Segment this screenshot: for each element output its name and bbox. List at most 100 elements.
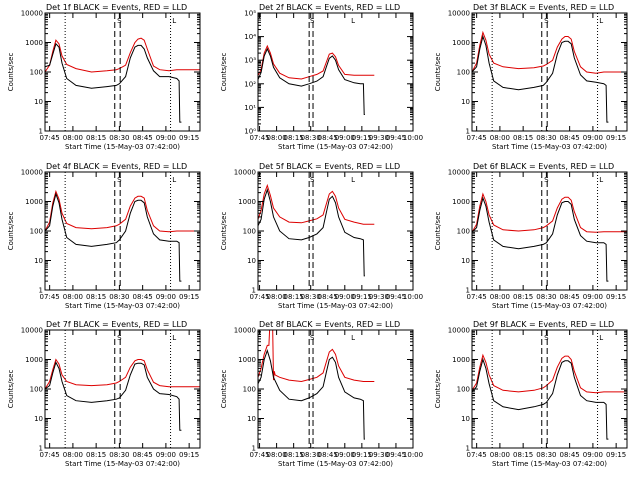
x-tick-label: 07:45 [40,451,60,459]
x-tick-label: 07:45 [249,451,269,459]
y-axis-label: Counts/sec [434,53,442,92]
x-tick-label: 09:15 [352,293,372,301]
y-tick-label: 1 [466,445,470,453]
x-tick-label: 08:45 [560,451,580,459]
x-tick-label: 07:45 [249,293,269,301]
marker-label: L [351,176,355,184]
y-axis-label: Counts/sec [220,370,228,409]
x-tick-label: 09:30 [369,451,389,459]
plot-frame [44,12,201,132]
panel-title: Det 6f BLACK = Events, RED = LLD [473,162,614,171]
x-tick-label: 08:30 [301,134,321,142]
y-tick-label: 100 [457,228,470,236]
x-tick-label: 09:15 [606,293,626,301]
plot-frame [44,329,201,449]
y-axis-label: Counts/sec [7,370,15,409]
x-axis-label: Start Time (15-May-03 07:42:00) [65,143,180,151]
x-tick-label: 08:45 [318,134,338,142]
x-tick-label: 09:15 [179,293,199,301]
y-tick-label: 10000 [448,327,470,335]
y-axis-label: Counts/sec [434,212,442,251]
y-tick-label: 1 [39,128,43,136]
marker-label: S [310,334,315,342]
series-line-lld [258,183,375,225]
x-tick-label: 08:00 [490,134,510,142]
x-tick-label: 08:00 [490,451,510,459]
x-tick-label: 07:45 [467,451,487,459]
y-axis-label: Counts/sec [220,53,228,92]
plot-frame [471,329,628,449]
y-tick-label: 1 [252,287,256,295]
y-tick-label: 1000 [25,356,43,364]
y-tick-label: 1 [466,128,470,136]
x-tick-label: 09:15 [179,451,199,459]
x-tick-label: 08:45 [133,293,153,301]
x-tick-label: 08:45 [560,293,580,301]
y-tick-label: 10³ [244,57,256,65]
y-tick-label: 10⁴ [244,33,256,41]
series-line-events [472,196,609,282]
x-tick-label: 08:30 [301,293,321,301]
y-tick-label: 10 [34,415,43,423]
x-tick-label: 07:45 [40,134,60,142]
y-tick-label: 1 [39,287,43,295]
y-tick-label: 1 [39,445,43,453]
series-group [45,189,200,282]
x-tick-label: 09:00 [335,293,355,301]
x-tick-label: 08:15 [86,451,106,459]
y-tick-label: 1000 [25,39,43,47]
series-line-events [45,42,182,123]
series-line-events [258,188,365,277]
x-tick-label: 08:30 [109,134,129,142]
panel-title: Det 7f BLACK = Events, RED = LLD [46,320,187,329]
x-tick-label: 09:45 [386,134,406,142]
y-tick-label: 10 [461,415,470,423]
x-tick-label: 09:15 [352,134,372,142]
x-tick-label: 09:00 [156,134,176,142]
y-tick-label: 100 [243,228,256,236]
series-group [472,30,627,123]
x-tick-label: 09:15 [606,134,626,142]
x-tick-label: 08:30 [536,293,556,301]
x-tick-label: 09:00 [335,134,355,142]
panel-title: Det 1f BLACK = Events, RED = LLD [46,3,187,12]
series-group [45,37,200,123]
series-line-lld [472,30,627,74]
x-tick-label: 09:45 [386,451,406,459]
x-tick-label: 07:45 [40,293,60,301]
x-tick-label: 08:00 [63,293,83,301]
x-tick-label: 09:45 [386,293,406,301]
x-tick-label: 08:00 [267,451,287,459]
x-tick-label: 08:15 [86,293,106,301]
y-tick-label: 10000 [234,169,256,177]
x-tick-label: 07:45 [249,134,269,142]
marker-label: S [544,176,549,184]
y-axis-label: Counts/sec [7,212,15,251]
y-tick-label: 10¹ [244,104,256,112]
panel-title: Det 3f BLACK = Events, RED = LLD [473,3,614,12]
series-line-lld [45,189,200,233]
series-line-events [472,357,609,440]
x-tick-label: 08:30 [536,451,556,459]
marker-label: S [544,17,549,25]
series-group [45,358,200,431]
x-tick-label: 09:00 [583,134,603,142]
marker-label: L [599,17,603,25]
y-tick-label: 10⁰ [244,128,256,136]
y-tick-label: 10⁵ [244,10,256,18]
x-tick-label: 09:00 [583,451,603,459]
x-axis-label: Start Time (15-May-03 07:42:00) [278,302,393,310]
series-line-lld [258,44,375,80]
plot-frame [471,171,628,291]
marker-label: L [172,334,176,342]
y-tick-label: 100 [457,386,470,394]
panel-title: Det 8f BLACK = Events, RED = LLD [259,320,400,329]
marker-label: S [117,176,122,184]
marker-label: S [310,176,315,184]
x-tick-label: 08:00 [63,134,83,142]
